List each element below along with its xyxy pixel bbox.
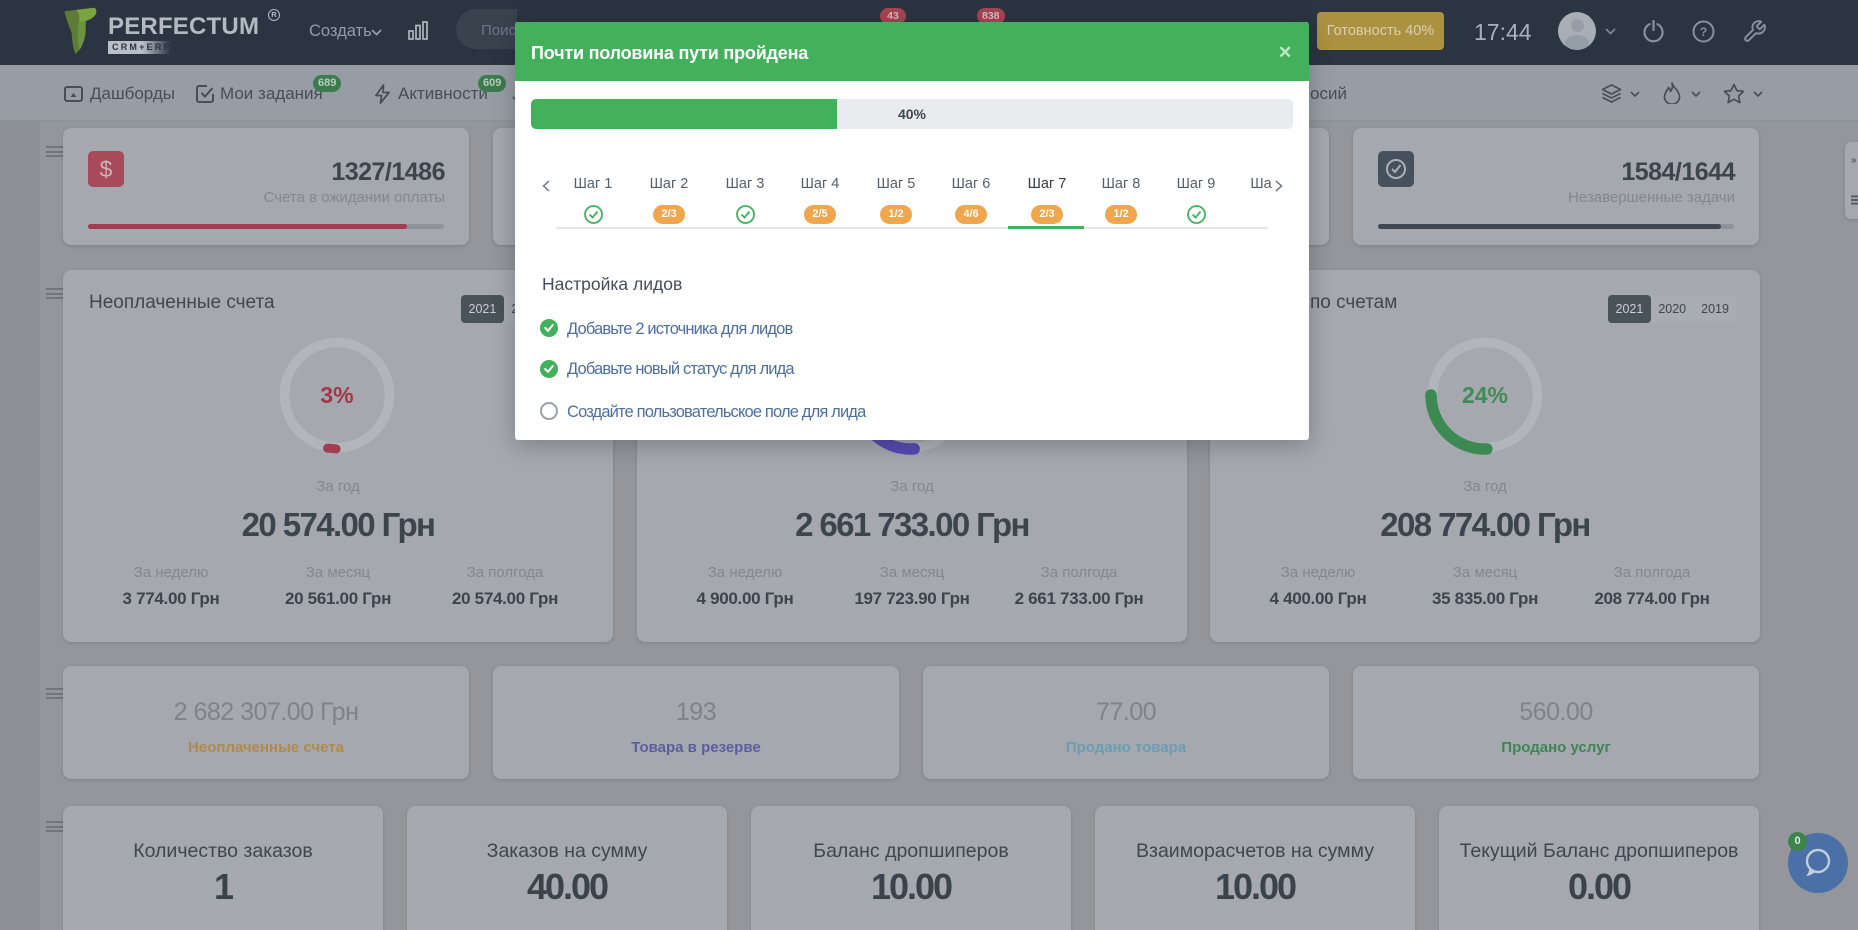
svg-text:3%: 3% [320, 382, 353, 408]
svg-text:?: ? [1700, 25, 1707, 39]
svg-text:24%: 24% [1462, 382, 1508, 408]
